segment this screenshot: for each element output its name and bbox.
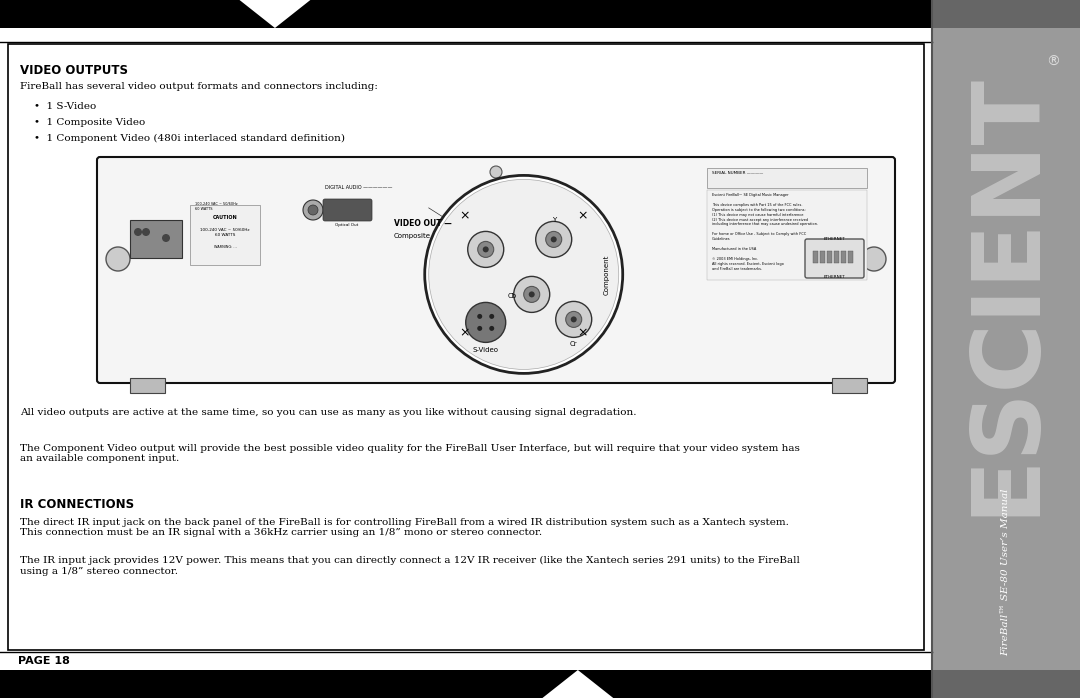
Text: ESCIENT: ESCIENT	[960, 70, 1052, 516]
Bar	[0, 0, 932, 28]
Text: SERIAL NUMBER ————: SERIAL NUMBER ————	[712, 171, 764, 175]
Bar	[0, 28, 932, 42]
Text: The IR input jack provides 12V power. This means that you can directly connect a: The IR input jack provides 12V power. Th…	[21, 556, 800, 576]
Circle shape	[514, 276, 550, 313]
Circle shape	[141, 228, 150, 236]
Circle shape	[536, 221, 571, 258]
Circle shape	[489, 314, 495, 319]
Text: The Component Video output will provide the best possible video quality for the : The Component Video output will provide …	[21, 444, 800, 463]
Circle shape	[529, 291, 535, 297]
Bar	[827, 251, 832, 263]
Circle shape	[106, 247, 130, 271]
Circle shape	[477, 242, 494, 258]
Text: Composite: Composite	[394, 233, 431, 239]
Bar	[130, 378, 165, 393]
Text: VIDEO OUT —: VIDEO OUT —	[394, 219, 451, 228]
Circle shape	[862, 247, 886, 271]
Circle shape	[468, 232, 503, 267]
Circle shape	[424, 175, 623, 373]
Text: IR CONNECTIONS: IR CONNECTIONS	[21, 498, 134, 511]
Bar	[932, 0, 1080, 698]
Bar	[0, 670, 932, 698]
Text: Y: Y	[552, 217, 556, 223]
Circle shape	[162, 234, 170, 242]
Circle shape	[489, 326, 495, 331]
FancyBboxPatch shape	[805, 239, 864, 278]
Text: Cr: Cr	[570, 341, 578, 348]
Text: ETHERNET: ETHERNET	[823, 237, 845, 241]
Text: ×: ×	[577, 209, 588, 222]
Text: FireBall™ SE-80 User’s Manual: FireBall™ SE-80 User’s Manual	[1001, 489, 1011, 656]
Bar	[0, 652, 932, 670]
Text: Cb: Cb	[508, 293, 516, 299]
Bar	[707, 190, 867, 280]
Bar	[832, 378, 867, 393]
Circle shape	[490, 166, 502, 178]
Text: •  1 Composite Video: • 1 Composite Video	[33, 118, 145, 127]
Circle shape	[483, 246, 489, 253]
Text: VIDEO OUTPUTS: VIDEO OUTPUTS	[21, 64, 129, 77]
FancyBboxPatch shape	[97, 157, 895, 383]
FancyBboxPatch shape	[323, 199, 372, 221]
Bar	[848, 251, 853, 263]
Text: •  1 Component Video (480i interlaced standard definition): • 1 Component Video (480i interlaced sta…	[33, 134, 345, 143]
Text: Component: Component	[604, 254, 610, 295]
Circle shape	[566, 311, 582, 327]
Text: 100-240 VAC ~ 50/60Hz
60 WATTS: 100-240 VAC ~ 50/60Hz 60 WATTS	[195, 202, 238, 211]
Circle shape	[570, 316, 577, 322]
Bar	[932, 0, 1080, 28]
Text: •  1 S-Video: • 1 S-Video	[33, 102, 96, 111]
Circle shape	[134, 228, 141, 236]
Text: S-Video: S-Video	[473, 348, 499, 353]
Text: PAGE 18: PAGE 18	[18, 656, 70, 666]
Circle shape	[477, 326, 483, 331]
Bar	[813, 251, 818, 263]
Text: WARNING: ...: WARNING: ...	[214, 245, 237, 249]
Bar	[707, 168, 867, 188]
Text: ×: ×	[577, 327, 588, 340]
Bar	[932, 670, 1080, 698]
Bar	[820, 251, 825, 263]
Polygon shape	[542, 670, 613, 698]
Circle shape	[556, 302, 592, 337]
Circle shape	[545, 232, 562, 247]
Text: 100-240 VAC ~ 50/60Hz
60 WATTS: 100-240 VAC ~ 50/60Hz 60 WATTS	[200, 228, 249, 237]
Circle shape	[303, 200, 323, 220]
Text: ®: ®	[1047, 55, 1061, 69]
Text: ×: ×	[460, 327, 470, 340]
Circle shape	[308, 205, 318, 215]
Circle shape	[477, 314, 483, 319]
Text: CAUTION: CAUTION	[213, 215, 238, 220]
Circle shape	[524, 286, 540, 302]
Bar	[130, 220, 183, 258]
Bar	[834, 251, 839, 263]
Text: Escient FireBall™ SE Digital Music Manager

This device complies with Part 15 of: Escient FireBall™ SE Digital Music Manag…	[712, 193, 818, 271]
Text: The direct IR input jack on the back panel of the FireBall is for controlling Fi: The direct IR input jack on the back pan…	[21, 518, 788, 537]
Text: All video outputs are active at the same time, so you can use as many as you lik: All video outputs are active at the same…	[21, 408, 636, 417]
Bar	[190, 205, 260, 265]
Circle shape	[551, 237, 556, 242]
Text: FireBall has several video output formats and connectors including:: FireBall has several video output format…	[21, 82, 378, 91]
Text: Optical Out: Optical Out	[336, 223, 359, 227]
Polygon shape	[240, 0, 310, 28]
Bar	[8, 44, 924, 650]
Circle shape	[429, 179, 619, 369]
Text: ×: ×	[460, 209, 470, 222]
Text: DIGITAL AUDIO ——————: DIGITAL AUDIO ——————	[325, 185, 392, 190]
Circle shape	[465, 302, 505, 343]
Text: ETHERNET: ETHERNET	[823, 275, 845, 279]
Bar	[841, 251, 846, 263]
